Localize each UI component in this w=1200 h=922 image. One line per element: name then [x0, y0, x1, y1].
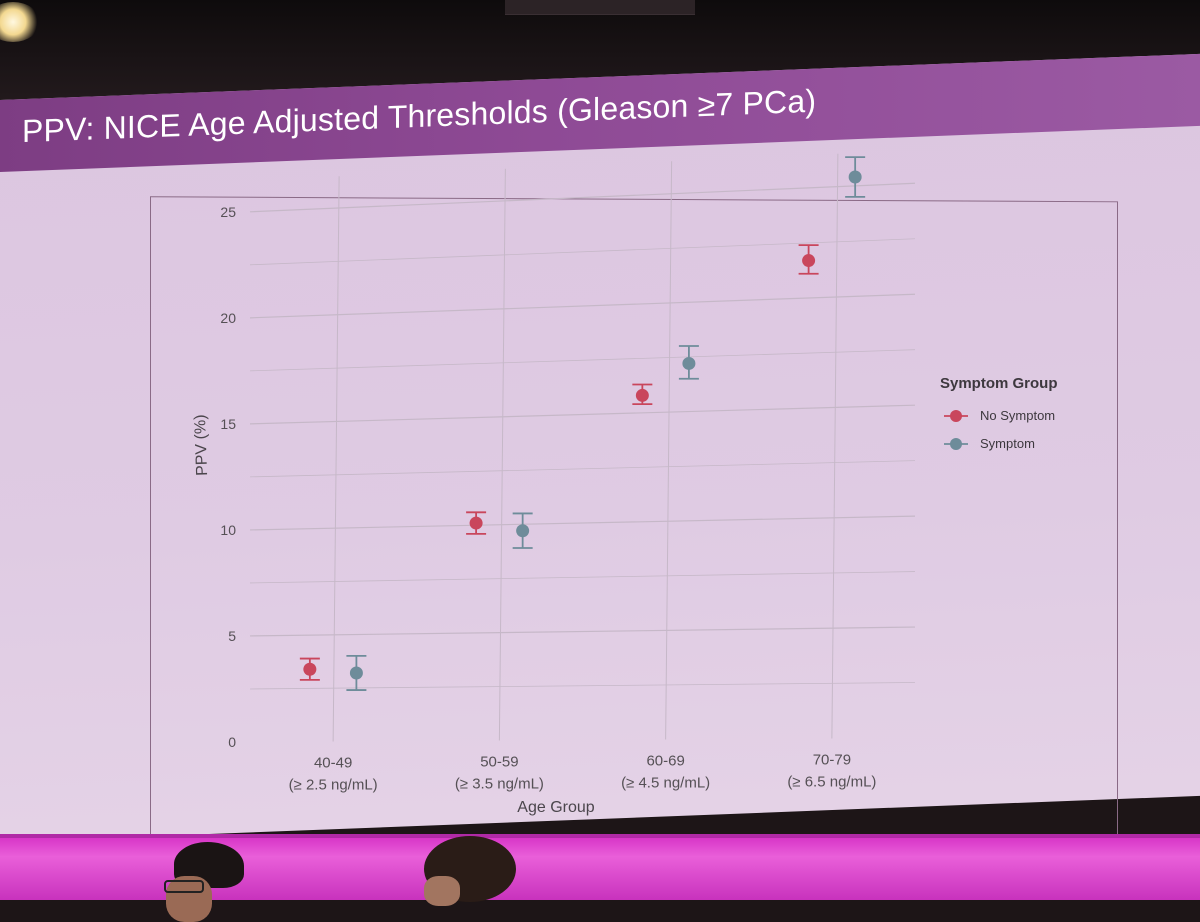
data-point	[802, 254, 816, 268]
grid	[249, 153, 916, 742]
face	[424, 876, 460, 906]
y-tick-label: 20	[220, 310, 236, 326]
series-no-symptom	[299, 244, 819, 681]
gridline-v	[665, 161, 673, 740]
gridline-h	[249, 626, 916, 637]
gridline-h	[249, 515, 916, 531]
gridline-h	[249, 571, 916, 584]
y-axis-title: PPV (%)	[192, 414, 211, 476]
y-tick-label: 0	[228, 734, 236, 750]
legend-key-point	[950, 438, 962, 450]
x-tick-threshold: (≥ 2.5 ng/mL)	[289, 777, 378, 794]
audience-member-1	[160, 842, 256, 922]
data-point	[303, 662, 317, 676]
ceiling-vent	[505, 0, 695, 15]
gridline-v	[332, 176, 340, 742]
data-point	[635, 388, 649, 402]
series-symptom	[346, 156, 866, 691]
gridline-h	[249, 293, 916, 319]
y-tick-label: 10	[220, 522, 236, 538]
gridline-v	[831, 153, 839, 739]
y-tick-label: 15	[220, 416, 236, 432]
gridline-h	[249, 682, 916, 690]
x-tick-threshold: (≥ 3.5 ng/mL)	[455, 776, 544, 793]
y-tick-label: 25	[220, 204, 236, 220]
gridline-h	[249, 404, 916, 425]
x-tick-threshold: (≥ 6.5 ng/mL)	[787, 774, 876, 791]
audience-member-2	[420, 836, 520, 906]
x-tick-label: 40-49	[314, 755, 352, 772]
gridline-v	[498, 168, 506, 741]
legend-key-point	[950, 410, 962, 422]
stage-edge	[0, 834, 1200, 840]
data-point	[469, 516, 483, 530]
legend-title: Symptom Group	[940, 375, 1058, 392]
ppv-chart: 0 5 10 15 20 25 40-49 (≥ 2.5 ng/mL) 50-59 (≥ 3.5 …	[192, 153, 1058, 816]
x-tick-label: 50-59	[480, 754, 518, 771]
x-axis-title: Age Group	[517, 799, 594, 816]
glasses-icon	[164, 880, 204, 893]
legend-label: Symptom	[980, 436, 1035, 451]
legend-label: No Symptom	[980, 408, 1055, 423]
data-point	[516, 524, 530, 538]
gridline-h	[249, 182, 916, 213]
y-tick-label: 5	[228, 628, 236, 644]
data-point	[682, 356, 696, 370]
x-tick-label: 60-69	[646, 753, 684, 770]
x-tick-label: 70-79	[813, 752, 851, 769]
legend: Symptom Group No Symptom Symptom	[940, 375, 1058, 451]
gridline-h	[249, 238, 916, 266]
gridline-h	[249, 460, 916, 478]
data-point	[349, 666, 363, 680]
data-point	[848, 170, 862, 184]
x-tick-threshold: (≥ 4.5 ng/mL)	[621, 775, 710, 792]
gridline-h	[249, 349, 916, 372]
